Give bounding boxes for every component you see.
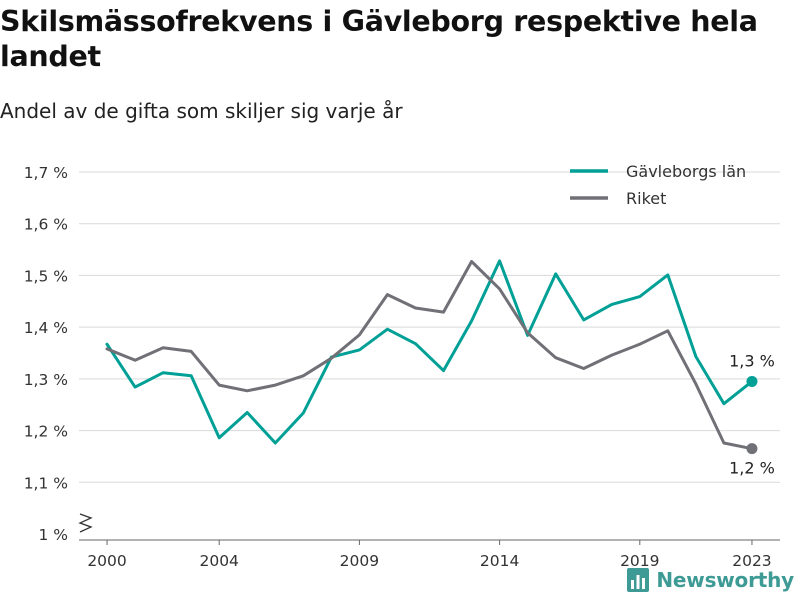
x-tick-label: 2000 bbox=[87, 552, 126, 570]
series-line-gavleborg bbox=[105, 259, 754, 445]
y-tick-label: 1 % bbox=[38, 526, 68, 544]
y-tick-label: 1,4 % bbox=[24, 319, 68, 337]
y-tick-label: 1,5 % bbox=[24, 267, 68, 285]
x-tick-label: 2004 bbox=[199, 552, 238, 570]
series-lines: 1,3 % 1,2 % bbox=[105, 259, 775, 478]
x-tick-label: 2009 bbox=[340, 552, 379, 570]
legend: Gävleborgs län Riket bbox=[570, 162, 746, 208]
chart-title: Skilsmässofrekvens i Gävleborg respektiv… bbox=[0, 5, 758, 73]
y-tick-label: 1,6 % bbox=[24, 216, 68, 234]
y-tick-label: 1,2 % bbox=[24, 423, 68, 441]
axes: 1 % 1,1 % 1,2 % 1,3 % 1,4 % 1,5 % 1,6 % 1,7 % 20… bbox=[24, 164, 780, 570]
series-end-label: 1,3 % bbox=[729, 351, 775, 370]
y-tick-label: 1,3 % bbox=[24, 371, 68, 389]
newsworthy-logo: Newsworthy bbox=[626, 566, 794, 594]
series-end-point bbox=[746, 375, 758, 387]
series-end-label: 1,2 % bbox=[729, 459, 775, 478]
bar-chart-logo-icon bbox=[627, 568, 650, 592]
x-tick-label: 2019 bbox=[620, 552, 659, 570]
legend-label: Riket bbox=[626, 189, 666, 208]
axis-break-icon bbox=[78, 513, 93, 533]
chart-subtitle: Andel av de gifta som skiljer sig varje … bbox=[0, 99, 403, 123]
y-tick-label: 1,1 % bbox=[24, 474, 68, 492]
series-line-riket bbox=[105, 260, 754, 451]
brand-name: Newsworthy bbox=[656, 568, 794, 592]
y-tick-label: 1,7 % bbox=[24, 164, 68, 182]
series-end-point bbox=[746, 443, 758, 455]
x-tick-label: 2014 bbox=[480, 552, 519, 570]
grid-lines bbox=[79, 171, 780, 483]
x-tick-label: 2023 bbox=[732, 552, 771, 570]
legend-label: Gävleborgs län bbox=[626, 162, 746, 181]
